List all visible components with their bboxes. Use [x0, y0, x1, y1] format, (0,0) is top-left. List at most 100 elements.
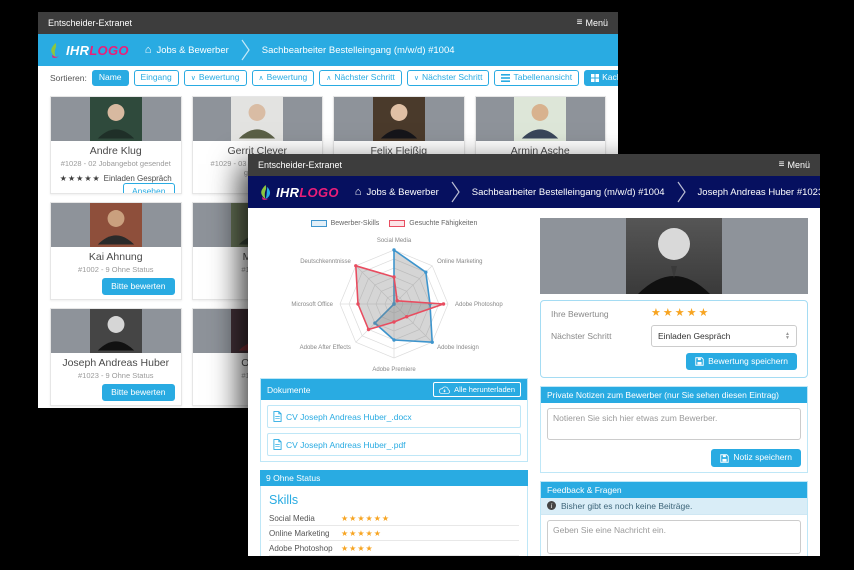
- notes-title: Private Notizen zum Bewerber (nur Sie se…: [547, 390, 779, 401]
- table-view-icon: [501, 74, 511, 82]
- app-title: Entscheider-Extranet: [258, 160, 343, 170]
- menu-label: Menü: [787, 160, 810, 170]
- bitte-bewerten-button[interactable]: Bitte bewerten: [102, 383, 175, 401]
- chevron-down-icon: ∨: [413, 74, 419, 82]
- tile-view-button[interactable]: Kachelansicht: [584, 70, 618, 86]
- save-rating-button[interactable]: Bewertung speichern: [686, 353, 797, 371]
- feedback-empty-note: i Bisher gibt es noch keine Beiträge.: [541, 497, 807, 515]
- candidate-card[interactable]: Joseph Andreas Huber #1023 - 9 Ohne Stat…: [50, 308, 182, 406]
- skill-row: Social Media ★★★★★★: [269, 511, 519, 526]
- sort-toolbar: Sortieren: Name Eingang ∨ Bewertung ∧ Bewe…: [38, 66, 618, 90]
- legend-item[interactable]: Bewerber-Skills: [310, 219, 380, 227]
- candidate-photo: [51, 309, 181, 353]
- breadcrumb-home[interactable]: ⌂ Jobs & Bewerber: [144, 43, 229, 56]
- select-stepper-icon: ▲ ▼: [785, 331, 790, 341]
- document-icon: [273, 439, 282, 450]
- detail-content: Bewerber-Skills Gesuchte Fähigkeiten Soci…: [248, 208, 820, 556]
- sort-button-eingang[interactable]: Eingang: [133, 70, 179, 86]
- chevron-down-icon: ∨: [190, 74, 196, 82]
- logo-text: IHRLOGO: [276, 184, 339, 200]
- candidate-photo: [334, 97, 464, 141]
- sort-button-bewertung-asc[interactable]: ∧ Bewertung: [251, 70, 315, 86]
- dokumente-title: Dokumente: [267, 384, 311, 395]
- star-icons: ★★★★: [341, 543, 374, 553]
- legend-label: Bewerber-Skills: [330, 219, 380, 227]
- legend-item[interactable]: Gesuchte Fähigkeiten: [389, 219, 477, 227]
- menu-button[interactable]: ≡ Menü: [577, 18, 608, 29]
- svg-text:Adobe Premiere: Adobe Premiere: [372, 367, 416, 373]
- window-candidate-detail: Entscheider-Extranet ≡ Menü IHRLOGO ⌂ Jo…: [248, 154, 820, 556]
- titlebar: Entscheider-Extranet ≡ Menü: [38, 12, 618, 34]
- sort-button-schritt-asc[interactable]: ∧ Nächster Schritt: [319, 70, 402, 86]
- titlebar: Entscheider-Extranet ≡ Menü: [248, 154, 820, 176]
- candidate-name: Andre Klug: [89, 145, 142, 157]
- svg-text:Adobe After Effects: Adobe After Effects: [300, 345, 351, 351]
- sort-button-schritt-desc[interactable]: ∨ Nächster Schritt: [406, 70, 490, 86]
- logo-flame-icon: [261, 184, 271, 200]
- document-icon: [273, 411, 282, 422]
- bitte-bewerten-button[interactable]: Bitte bewerten: [102, 277, 175, 295]
- download-all-button[interactable]: Alle herunterladen: [433, 382, 521, 397]
- breadcrumb-job[interactable]: Sachbearbeiter Bestelleingang (m/w/d) #1…: [471, 186, 665, 198]
- left-column: Bewerber-Skills Gesuchte Fähigkeiten Soci…: [260, 218, 528, 556]
- right-column: Ihre Bewertung ★★★★★ Nächster Schritt Ei…: [540, 218, 808, 556]
- file-row[interactable]: CV Joseph Andreas Huber_.docx: [267, 405, 521, 428]
- breadcrumb-separator-icon: [451, 180, 460, 204]
- cloud-download-icon: [439, 386, 451, 394]
- logo-text: IHRLOGO: [66, 42, 129, 58]
- ansehen-button[interactable]: Ansehen: [122, 183, 175, 193]
- breadcrumb-candidate[interactable]: Joseph Andreas Huber #1023: [697, 186, 820, 198]
- sort-button-name[interactable]: Name: [91, 70, 129, 86]
- message-textarea[interactable]: [547, 519, 801, 554]
- app-title: Entscheider-Extranet: [48, 18, 133, 28]
- breadcrumb-job[interactable]: Sachbearbeiter Bestelleingang (m/w/d) #1…: [261, 44, 455, 56]
- home-icon: ⌂: [354, 185, 362, 198]
- breadcrumb-home[interactable]: ⌂ Jobs & Bewerber: [354, 185, 439, 198]
- candidate-photo-large: [540, 218, 808, 294]
- menu-button[interactable]: ≡ Menü: [778, 159, 810, 171]
- logo[interactable]: IHRLOGO: [48, 42, 129, 59]
- star-icons: ★★★★★: [341, 528, 382, 538]
- radar-chart: Social Media Online Marketing Adobe Photos…: [291, 238, 503, 373]
- file-link[interactable]: CV Joseph Andreas Huber_.docx: [286, 411, 412, 422]
- chevron-up-icon: ∧: [326, 74, 332, 82]
- candidate-card[interactable]: Andre Klug #1028 - 02 Jobangebot gesende…: [50, 96, 182, 194]
- navbar: IHRLOGO ⌂ Jobs & Bewerber Sachbearbeiter…: [38, 34, 618, 66]
- notes-textarea[interactable]: [547, 408, 801, 441]
- dokumente-panel: Dokumente Alle herunterladen CV Joseph A…: [260, 378, 528, 462]
- candidate-meta: #1023 - 9 Ohne Status: [78, 371, 154, 380]
- svg-text:Microsoft Office: Microsoft Office: [291, 302, 333, 308]
- status-header: 9 Ohne Status: [260, 470, 528, 486]
- rating-panel: Ihre Bewertung ★★★★★ Nächster Schritt Ei…: [540, 300, 808, 379]
- logo[interactable]: IHRLOGO: [258, 184, 339, 201]
- star-icons: ★★★★★: [59, 174, 101, 183]
- candidate-meta: #1002 - 9 Ohne Status: [78, 265, 154, 274]
- candidate-meta: #1028 - 02 Jobangebot gesendet: [60, 159, 171, 168]
- hamburger-icon: ≡: [778, 159, 785, 170]
- candidate-photo: [51, 97, 181, 141]
- candidate-card[interactable]: Kai Ahnung #1002 - 9 Ohne Status Bitte b…: [50, 202, 182, 300]
- save-note-button[interactable]: Notiz speichern: [711, 449, 801, 467]
- chevron-up-icon: ∧: [258, 74, 264, 82]
- feedback-panel: Feedback & Fragen i Bisher gibt es noch …: [540, 480, 808, 556]
- star-icons: ★★★★★★: [341, 513, 391, 523]
- candidate-name: Joseph Andreas Huber: [62, 357, 170, 369]
- next-step-label: Nächster Schritt: [551, 331, 612, 341]
- save-icon: [720, 453, 730, 463]
- svg-text:Adobe Photoshop: Adobe Photoshop: [455, 302, 503, 308]
- save-icon: [695, 357, 704, 366]
- breadcrumb-separator-icon: [677, 180, 686, 204]
- radar-legend: Bewerber-Skills Gesuchte Fähigkeiten: [310, 218, 477, 228]
- skills-title: Skills: [269, 493, 299, 507]
- legend-swatch: [310, 219, 327, 227]
- tile-view-icon: [591, 74, 600, 82]
- rating-stars[interactable]: ★★★★★: [651, 307, 711, 319]
- next-step-select[interactable]: Einladen Gespräch ▲ ▼: [651, 325, 797, 347]
- table-view-button[interactable]: Tabellenansicht: [494, 70, 580, 86]
- sort-button-bewertung-desc[interactable]: ∨ Bewertung: [183, 70, 247, 86]
- file-link[interactable]: CV Joseph Andreas Huber_.pdf: [286, 439, 406, 450]
- file-row[interactable]: CV Joseph Andreas Huber_.pdf: [267, 433, 521, 456]
- legend-swatch: [389, 219, 406, 227]
- candidate-photo: [475, 97, 605, 141]
